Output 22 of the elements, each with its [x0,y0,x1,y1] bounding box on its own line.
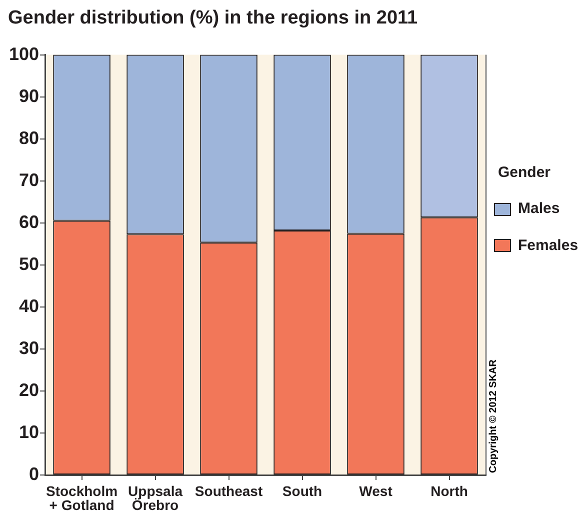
x-tick-label: North [430,482,468,499]
y-tick-label: 20 [19,380,40,400]
x-tick-label: Stockholm + Gotland [46,482,118,512]
text: Females [518,236,578,254]
y-tick-label: 50 [19,254,40,274]
y-tick-label: 40 [19,296,40,316]
y-tick-label: 30 [19,338,40,358]
y-tick-label: 70 [19,170,40,190]
y-tick-label: 0 [29,464,40,484]
legend-title: Gender [498,164,551,182]
x-tick-label: Uppsala Örebro [128,482,183,512]
y-tick-label: 10 [19,422,40,442]
text: Copyright © 2012 SKAR [488,358,499,473]
y-tick-label: 60 [19,212,40,232]
x-tick-label: West [359,482,393,499]
legend-label: Males [518,200,560,218]
y-tick-label: 80 [19,128,40,148]
y-tick-label: 90 [19,86,40,106]
x-tick-label: South [282,482,322,499]
x-tick-label: Southeast [194,482,263,499]
y-tick-label: 100 [8,44,40,64]
chart-title: Gender distribution (%) in the regions in 2011 [8,8,418,29]
